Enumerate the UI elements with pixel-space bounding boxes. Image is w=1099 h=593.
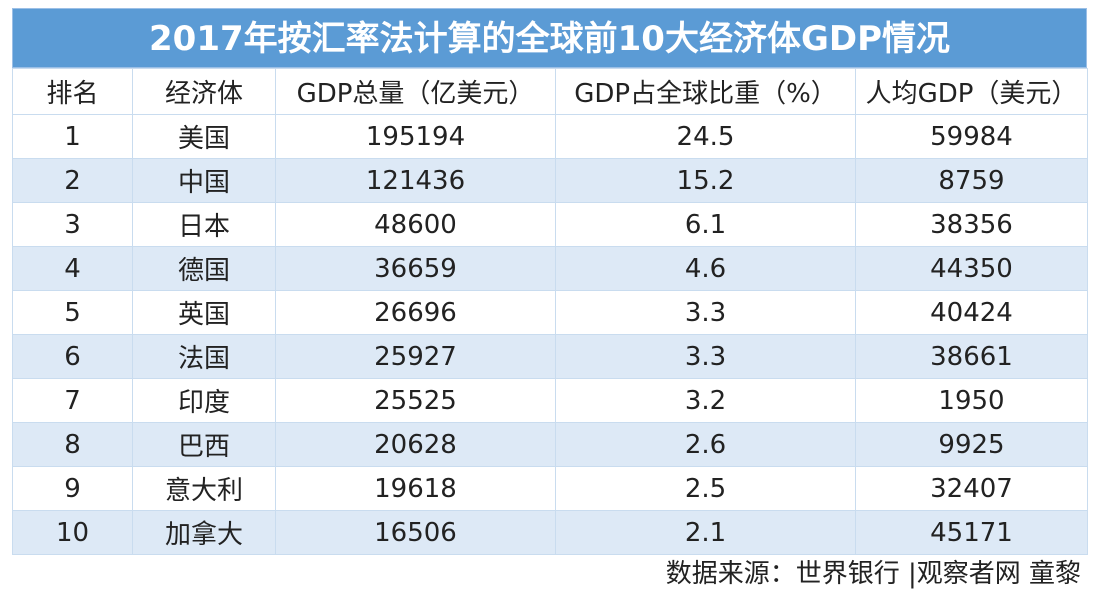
header-gdp-per-capita: 人均GDP（美元）	[855, 68, 1088, 115]
cell-gdp-share: 6.1	[555, 202, 856, 247]
cell-gdp-per-capita: 9925	[855, 422, 1088, 467]
cell-gdp-total: 19618	[275, 466, 556, 511]
cell-gdp-per-capita: 8759	[855, 158, 1088, 203]
cell-rank: 4	[12, 246, 133, 291]
cell-gdp-share: 24.5	[555, 114, 856, 159]
cell-gdp-total: 26696	[275, 290, 556, 335]
cell-gdp-share: 2.1	[555, 510, 856, 555]
cell-rank: 1	[12, 114, 133, 159]
table-row: 10 加拿大 16506 2.1 45171	[12, 510, 1088, 555]
table-row: 7 印度 25525 3.2 1950	[12, 378, 1088, 423]
cell-rank: 6	[12, 334, 133, 379]
cell-rank: 3	[12, 202, 133, 247]
table-row: 8 巴西 20628 2.6 9925	[12, 422, 1088, 467]
cell-rank: 8	[12, 422, 133, 467]
header-row: 排名 经济体 GDP总量（亿美元） GDP占全球比重（%） 人均GDP（美元）	[12, 68, 1088, 115]
cell-gdp-per-capita: 32407	[855, 466, 1088, 511]
cell-rank: 10	[12, 510, 133, 555]
table-row: 3 日本 48600 6.1 38356	[12, 202, 1088, 247]
table-row: 1 美国 195194 24.5 59984	[12, 114, 1088, 159]
cell-economy: 法国	[132, 334, 276, 379]
cell-economy: 中国	[132, 158, 276, 203]
table-row: 2 中国 121436 15.2 8759	[12, 158, 1088, 203]
cell-economy: 美国	[132, 114, 276, 159]
header-gdp-share: GDP占全球比重（%）	[555, 68, 856, 115]
cell-gdp-share: 3.2	[555, 378, 856, 423]
cell-economy: 英国	[132, 290, 276, 335]
cell-rank: 7	[12, 378, 133, 423]
table-row: 9 意大利 19618 2.5 32407	[12, 466, 1088, 511]
cell-economy: 意大利	[132, 466, 276, 511]
cell-gdp-per-capita: 44350	[855, 246, 1088, 291]
cell-gdp-total: 16506	[275, 510, 556, 555]
header-economy: 经济体	[132, 68, 276, 115]
cell-economy: 加拿大	[132, 510, 276, 555]
cell-gdp-per-capita: 1950	[855, 378, 1088, 423]
cell-gdp-share: 4.6	[555, 246, 856, 291]
cell-gdp-total: 48600	[275, 202, 556, 247]
cell-gdp-per-capita: 38661	[855, 334, 1088, 379]
cell-gdp-total: 195194	[275, 114, 556, 159]
cell-gdp-per-capita: 40424	[855, 290, 1088, 335]
cell-rank: 2	[12, 158, 133, 203]
gdp-table-card: 2017年按汇率法计算的全球前10大经济体GDP情况 排名 经济体 GDP总量（…	[12, 8, 1088, 593]
cell-gdp-total: 25927	[275, 334, 556, 379]
table-row: 6 法国 25927 3.3 38661	[12, 334, 1088, 379]
cell-gdp-share: 2.6	[555, 422, 856, 467]
gdp-table: 排名 经济体 GDP总量（亿美元） GDP占全球比重（%） 人均GDP（美元） …	[12, 68, 1088, 555]
cell-economy: 巴西	[132, 422, 276, 467]
header-rank: 排名	[12, 68, 133, 115]
cell-gdp-share: 15.2	[555, 158, 856, 203]
cell-gdp-total: 20628	[275, 422, 556, 467]
cell-gdp-share: 2.5	[555, 466, 856, 511]
cell-economy: 日本	[132, 202, 276, 247]
cell-gdp-per-capita: 38356	[855, 202, 1088, 247]
cell-gdp-per-capita: 59984	[855, 114, 1088, 159]
header-gdp-total: GDP总量（亿美元）	[275, 68, 556, 115]
table-row: 4 德国 36659 4.6 44350	[12, 246, 1088, 291]
table-title: 2017年按汇率法计算的全球前10大经济体GDP情况	[12, 8, 1087, 68]
cell-rank: 9	[12, 466, 133, 511]
cell-economy: 德国	[132, 246, 276, 291]
cell-gdp-share: 3.3	[555, 334, 856, 379]
cell-economy: 印度	[132, 378, 276, 423]
cell-gdp-per-capita: 45171	[855, 510, 1088, 555]
table-row: 5 英国 26696 3.3 40424	[12, 290, 1088, 335]
cell-gdp-total: 36659	[275, 246, 556, 291]
cell-gdp-total: 121436	[275, 158, 556, 203]
cell-rank: 5	[12, 290, 133, 335]
source-note: 数据来源：世界银行 |观察者网 童黎	[665, 559, 1081, 589]
cell-gdp-share: 3.3	[555, 290, 856, 335]
cell-gdp-total: 25525	[275, 378, 556, 423]
